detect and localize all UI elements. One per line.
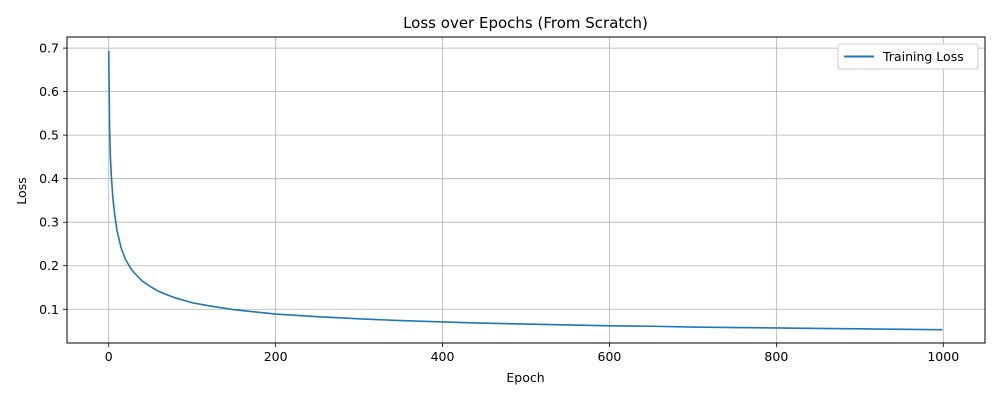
- y-axis-label: Loss: [14, 177, 29, 204]
- training-loss-line: [107, 51, 943, 331]
- x-tick-label: 400: [431, 349, 455, 364]
- x-axis-ticks: 0 200 400 600 800 1000: [105, 343, 959, 364]
- legend: Training Loss: [837, 43, 979, 70]
- y-axis-ticks: 0.1 0.2 0.3 0.4 0.5 0.6 0.7: [39, 41, 67, 317]
- x-tick-label: 0: [105, 349, 113, 364]
- y-tick-label: 0.7: [39, 41, 59, 56]
- x-tick-label: 800: [764, 349, 788, 364]
- y-tick-label: 0.4: [39, 171, 59, 186]
- chart-title: Loss over Epochs (From Scratch): [403, 14, 648, 32]
- x-tick-label: 1000: [927, 349, 959, 364]
- legend-label-training-loss: Training Loss: [882, 49, 964, 64]
- y-tick-label: 0.5: [39, 128, 59, 143]
- y-tick-label: 0.1: [39, 302, 59, 317]
- grid-lines: [67, 37, 985, 343]
- y-tick-label: 0.3: [39, 215, 59, 230]
- plot-frame: [66, 36, 986, 344]
- y-tick-label: 0.6: [39, 84, 59, 99]
- x-tick-label: 600: [598, 349, 622, 364]
- y-tick-label: 0.2: [39, 258, 59, 273]
- x-axis-label: Epoch: [506, 370, 544, 385]
- series-layer: [107, 51, 943, 331]
- x-tick-label: 200: [264, 349, 288, 364]
- legend-box: [837, 43, 979, 70]
